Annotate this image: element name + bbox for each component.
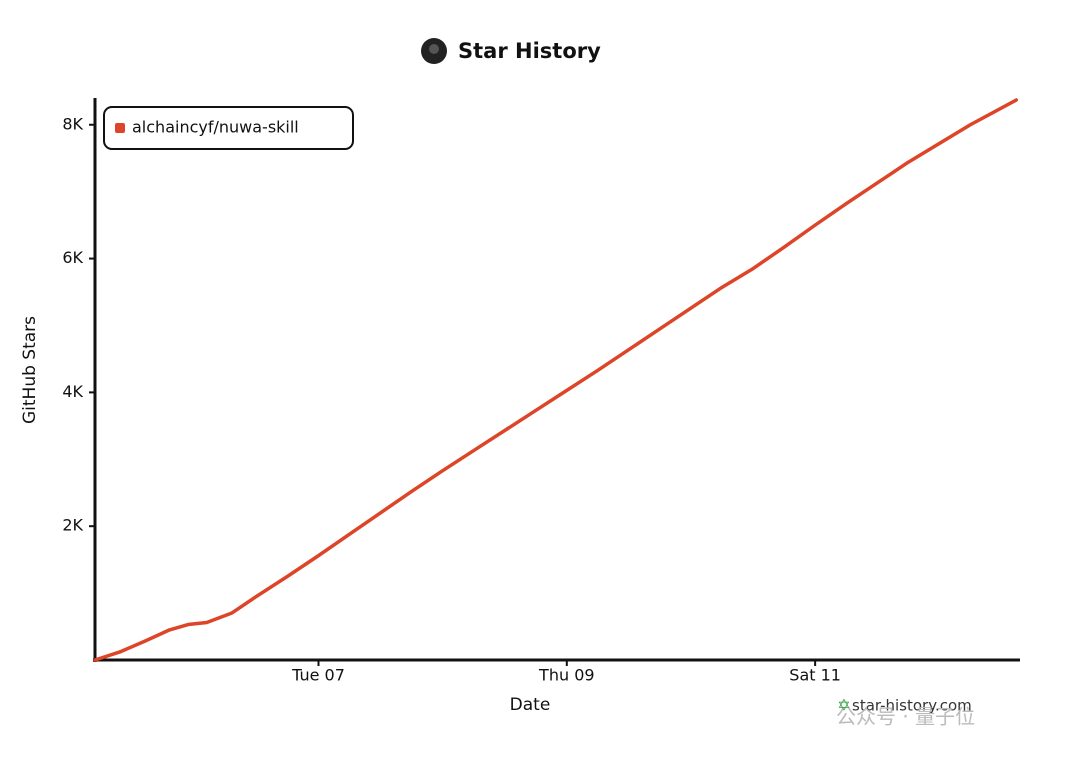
x-axis-label: Date: [510, 695, 551, 715]
legend-swatch: [115, 123, 125, 133]
legend-box: [103, 106, 354, 150]
chart-title: Star History: [458, 39, 601, 63]
legend-label: alchaincyf/nuwa-skill: [132, 118, 299, 137]
y-tick-label: 2K: [62, 516, 83, 535]
y-tick-label: 8K: [62, 114, 83, 133]
x-tick-label: Tue 07: [291, 666, 345, 685]
watermark: star-history.com: [852, 697, 972, 715]
series-line: [93, 98, 1019, 662]
footer-watermark: 公众号 · 量子位: [836, 705, 975, 729]
watermark-icon: ✡: [837, 696, 850, 715]
y-tick-label: 4K: [62, 382, 83, 401]
x-tick-label: Sat 11: [789, 666, 841, 685]
y-tick-label: 6K: [62, 248, 83, 267]
x-tick-label: Thu 09: [538, 666, 595, 685]
avatar-face: [429, 44, 439, 54]
y-axis-label: GitHub Stars: [20, 316, 40, 424]
